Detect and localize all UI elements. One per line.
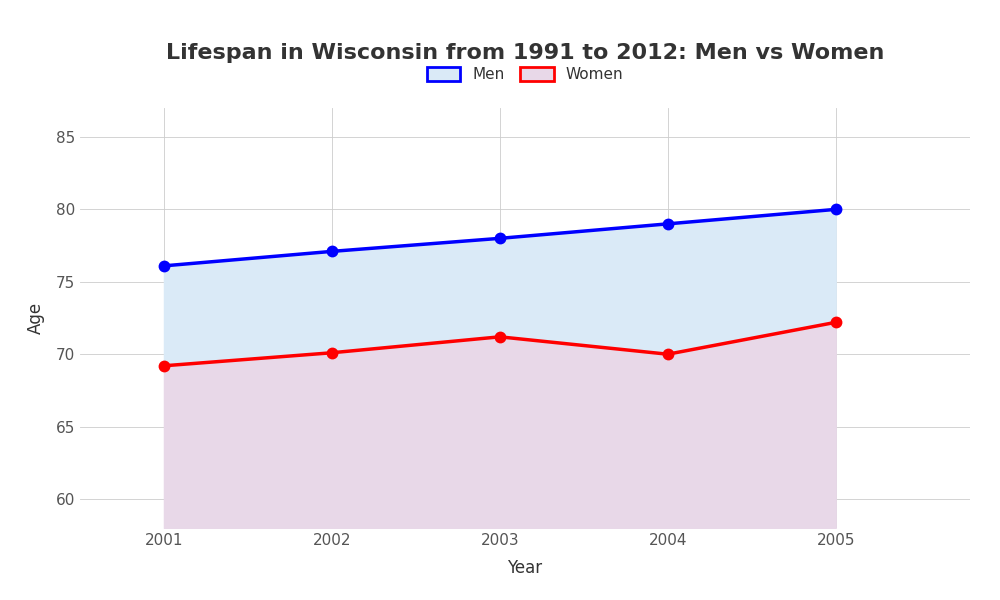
Y-axis label: Age: Age [27, 302, 45, 334]
Title: Lifespan in Wisconsin from 1991 to 2012: Men vs Women: Lifespan in Wisconsin from 1991 to 2012:… [166, 43, 884, 64]
X-axis label: Year: Year [507, 559, 543, 577]
Legend: Men, Women: Men, Women [420, 61, 630, 88]
